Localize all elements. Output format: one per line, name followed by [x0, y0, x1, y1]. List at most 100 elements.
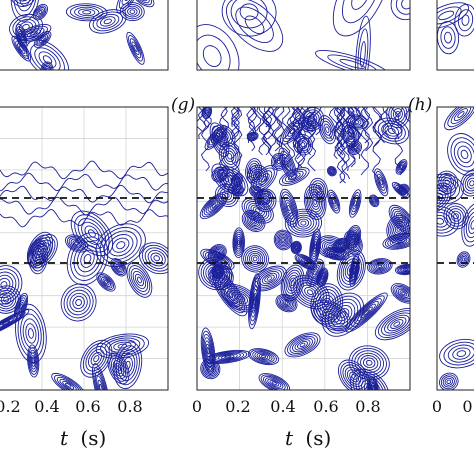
contour-line — [443, 341, 474, 366]
contour-line — [70, 210, 114, 257]
contour-line — [285, 272, 300, 294]
contour-line — [274, 230, 292, 250]
contour-line — [15, 40, 28, 57]
contour-line — [329, 168, 335, 174]
contour-line — [129, 38, 142, 59]
contour-line — [269, 379, 280, 387]
contour-line — [278, 235, 288, 245]
contour-line — [392, 108, 403, 121]
panel-top-middle — [196, 0, 411, 71]
contour-line — [321, 297, 332, 311]
frame-top-left — [0, 0, 169, 71]
contour-line — [132, 270, 147, 290]
contour-line — [282, 120, 303, 143]
contour-line — [30, 43, 65, 70]
contour-line — [344, 232, 362, 254]
contour-line — [281, 169, 307, 184]
contour-line — [397, 162, 406, 172]
contour-line — [359, 41, 366, 68]
contour-line — [445, 205, 467, 227]
contour-line — [0, 160, 168, 180]
contour-line — [289, 335, 316, 354]
contour-line — [260, 374, 288, 390]
contour-line — [437, 214, 448, 228]
contour-line — [339, 311, 347, 319]
contour-line — [447, 107, 474, 128]
contour-line — [99, 383, 103, 390]
contour-line — [295, 216, 312, 230]
contour-line — [0, 318, 15, 328]
contour-line — [384, 314, 410, 334]
contour-line — [127, 7, 138, 16]
contour-line — [33, 240, 47, 259]
contour-line — [348, 295, 385, 330]
contour-line — [202, 107, 212, 118]
contour-line — [271, 107, 281, 152]
contour-line — [352, 144, 359, 151]
xlabel-left-unit: (s) — [80, 426, 106, 450]
contour-line — [396, 239, 403, 243]
contour-line — [336, 107, 346, 164]
contour-line — [349, 142, 361, 154]
contours-bottom-left — [0, 160, 168, 390]
contours-top-right — [437, 2, 474, 55]
contour-line — [332, 0, 389, 37]
contour-line — [370, 196, 378, 205]
contour-line — [381, 312, 410, 336]
contour-line — [201, 107, 213, 120]
contour-line — [0, 196, 168, 216]
contour-line — [315, 49, 390, 70]
contour-line — [439, 338, 474, 369]
contour-line — [258, 373, 291, 390]
contour-line — [261, 272, 278, 285]
contour-line — [27, 328, 34, 339]
contour-line — [392, 284, 410, 303]
panel-top-left — [0, 0, 169, 71]
contour-line — [453, 108, 468, 122]
contour-line — [260, 355, 267, 359]
contour-line — [113, 341, 143, 390]
contour-line — [129, 9, 136, 14]
contour-line — [396, 264, 410, 275]
contour-line — [117, 343, 128, 349]
panel-g: (g) 0 0.2 0.4 0.6 0.8 t (s) — [171, 95, 411, 450]
contour-line — [60, 283, 97, 322]
contour-line — [390, 319, 404, 330]
contour-line — [401, 0, 410, 10]
contours-g — [197, 107, 410, 390]
contour-line — [469, 180, 474, 187]
contour-line — [443, 203, 469, 230]
contour-line — [456, 350, 467, 357]
contour-line — [211, 203, 217, 208]
contour-line — [216, 171, 224, 179]
contour-line — [287, 172, 301, 181]
contour-line — [437, 176, 461, 202]
contour-line — [457, 9, 474, 32]
contour-line — [131, 41, 140, 56]
contour-line — [370, 382, 376, 390]
contour-line — [26, 231, 54, 267]
contour-line — [206, 346, 210, 355]
contour-line — [374, 307, 410, 341]
contour-line — [310, 299, 351, 332]
contour-line — [353, 146, 357, 150]
contour-line — [284, 122, 301, 140]
contour-line — [404, 268, 409, 271]
contour-line — [357, 303, 376, 322]
contour-line — [206, 127, 225, 148]
contour-line — [291, 241, 302, 254]
contour-line — [439, 185, 449, 193]
contour-line — [290, 174, 298, 179]
contour-line — [66, 289, 91, 316]
contour-line — [235, 178, 239, 183]
contour-line — [368, 259, 391, 274]
contour-line — [34, 5, 47, 19]
contour-line — [248, 202, 268, 219]
contour-line — [374, 168, 389, 197]
contour-line — [457, 252, 470, 267]
contour-line — [437, 205, 460, 237]
contour-line — [362, 357, 376, 369]
contour-line — [442, 177, 452, 188]
contour-line — [111, 259, 126, 276]
contour-line — [27, 234, 58, 269]
